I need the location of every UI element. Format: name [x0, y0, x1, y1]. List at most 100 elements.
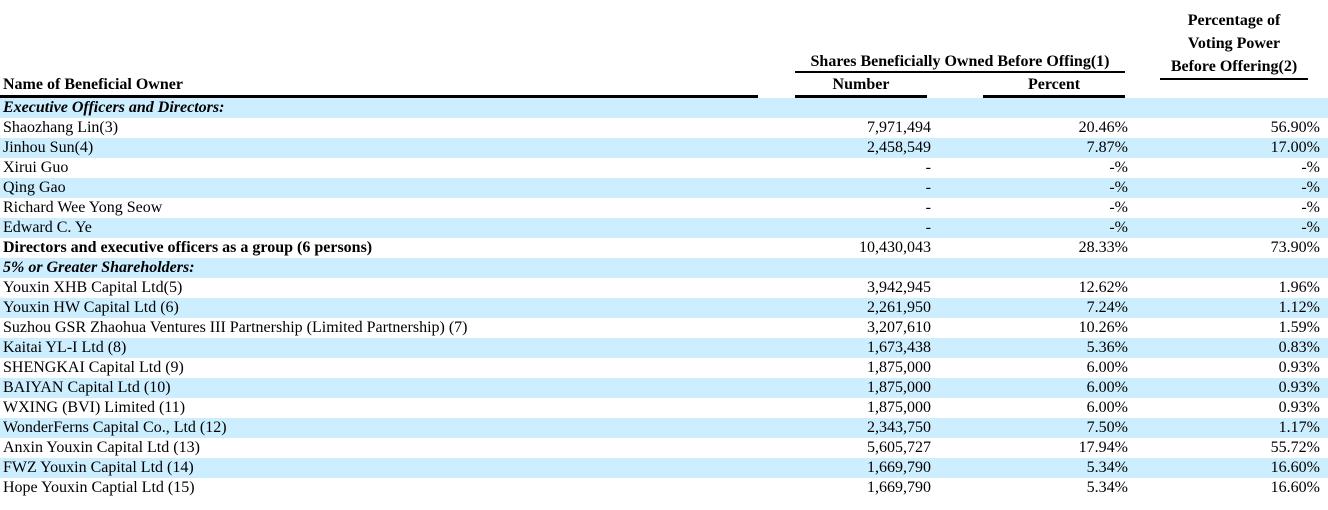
- shares-percent-cell: 5.34%: [1086, 479, 1128, 496]
- owner-name-cell: Edward C. Ye: [3, 219, 92, 236]
- shares-percent-cell: -%: [1109, 199, 1128, 216]
- shares-group-header: Shares Beneficially Owned Before Offing(…: [795, 52, 1125, 73]
- table-row: Hope Youxin Captial Ltd (15) 1,669,790 5…: [0, 478, 1328, 498]
- owner-name-cell: WXING (BVI) Limited (11): [3, 399, 186, 416]
- voting-header-line3: Before Offering(2): [1160, 55, 1308, 80]
- owner-name-cell: Executive Officers and Directors:: [3, 99, 225, 116]
- owner-name-cell: WonderFerns Capital Co., Ltd (12): [3, 419, 227, 436]
- voting-power-cell: -%: [1301, 179, 1320, 196]
- table-row: Executive Officers and Directors:: [0, 98, 1328, 118]
- number-column-header: Number: [795, 75, 927, 98]
- ownership-table-body: Executive Officers and Directors: Shaozh…: [0, 98, 1328, 498]
- shares-percent-cell: -%: [1109, 179, 1128, 196]
- table-header: Name of Beneficial Owner Shares Benefici…: [0, 0, 1328, 98]
- voting-header-line2: Voting Power: [1187, 35, 1281, 52]
- voting-power-column-header: Percentage of Voting Power Before Offeri…: [1160, 9, 1308, 80]
- owner-name-cell: Anxin Youxin Capital Ltd (13): [3, 439, 200, 456]
- voting-power-cell: 0.93%: [1278, 399, 1320, 416]
- voting-power-cell: 0.93%: [1278, 359, 1320, 376]
- voting-power-cell: 1.12%: [1278, 299, 1320, 316]
- owner-name-cell: 5% or Greater Shareholders:: [3, 259, 195, 276]
- shares-number-cell: 2,343,750: [867, 419, 931, 436]
- voting-header-line1: Percentage of: [1187, 12, 1281, 29]
- shares-percent-cell: 5.34%: [1086, 459, 1128, 476]
- voting-power-cell: 17.00%: [1270, 139, 1320, 156]
- table-row: Youxin HW Capital Ltd (6) 2,261,950 7.24…: [0, 298, 1328, 318]
- shares-number-cell: 2,261,950: [867, 299, 931, 316]
- percent-column-header: Percent: [983, 75, 1125, 98]
- voting-power-cell: [1128, 258, 1328, 278]
- shares-number-cell: 1,875,000: [867, 399, 931, 416]
- table-row: Directors and executive officers as a gr…: [0, 238, 1328, 258]
- table-row: Xirui Guo - -% -%: [0, 158, 1328, 178]
- name-column-header: Name of Beneficial Owner: [0, 75, 758, 98]
- shares-percent-cell: 6.00%: [1086, 379, 1128, 396]
- table-row: Qing Gao - -% -%: [0, 178, 1328, 198]
- shares-percent-cell: -%: [1109, 159, 1128, 176]
- table-row: Anxin Youxin Capital Ltd (13) 5,605,727 …: [0, 438, 1328, 458]
- shares-percent-cell: 7.50%: [1086, 419, 1128, 436]
- owner-name-cell: Xirui Guo: [3, 159, 69, 176]
- owner-name-cell: BAIYAN Capital Ltd (10): [3, 379, 171, 396]
- table-row: SHENGKAI Capital Ltd (9) 1,875,000 6.00%…: [0, 358, 1328, 378]
- owner-name-cell: Directors and executive officers as a gr…: [3, 239, 373, 256]
- owner-name-cell: Qing Gao: [3, 179, 66, 196]
- table-row: Kaitai YL-I Ltd (8) 1,673,438 5.36% 0.83…: [0, 338, 1328, 358]
- table-row: 5% or Greater Shareholders:: [0, 258, 1328, 278]
- table-row: Suzhou GSR Zhaohua Ventures III Partners…: [0, 318, 1328, 338]
- owner-name-cell: Youxin HW Capital Ltd (6): [3, 299, 179, 316]
- shares-percent-cell: 5.36%: [1086, 339, 1128, 356]
- voting-power-cell: 0.83%: [1278, 339, 1320, 356]
- shares-percent-cell: 28.33%: [1078, 239, 1128, 256]
- table-row: Youxin XHB Capital Ltd(5) 3,942,945 12.6…: [0, 278, 1328, 298]
- table-row: FWZ Youxin Capital Ltd (14) 1,669,790 5.…: [0, 458, 1328, 478]
- owner-name-cell: Hope Youxin Captial Ltd (15): [3, 479, 195, 496]
- shares-number-cell: 1,875,000: [867, 359, 931, 376]
- shares-number-cell: -: [925, 179, 931, 196]
- shares-percent-cell: 17.94%: [1078, 439, 1128, 456]
- table-row: Richard Wee Yong Seow - -% -%: [0, 198, 1328, 218]
- shares-number-cell: 1,669,790: [867, 459, 931, 476]
- table-row: Shaozhang Lin(3) 7,971,494 20.46% 56.90%: [0, 118, 1328, 138]
- voting-power-cell: 1.17%: [1278, 419, 1320, 436]
- shares-number-cell: 10,430,043: [859, 239, 931, 256]
- shares-percent-cell: [931, 258, 1128, 278]
- shares-percent-cell: 20.46%: [1078, 119, 1128, 136]
- owner-name-cell: Suzhou GSR Zhaohua Ventures III Partners…: [3, 319, 468, 336]
- shares-percent-cell: -%: [1109, 219, 1128, 236]
- shares-number-cell: 3,207,610: [867, 319, 931, 336]
- shares-percent-cell: 6.00%: [1086, 359, 1128, 376]
- voting-power-cell: 1.96%: [1278, 279, 1320, 296]
- shares-percent-cell: 7.24%: [1086, 299, 1128, 316]
- owner-name-cell: Youxin XHB Capital Ltd(5): [3, 279, 183, 296]
- shares-number-cell: -: [925, 199, 931, 216]
- voting-power-cell: 1.59%: [1278, 319, 1320, 336]
- voting-power-cell: [1128, 98, 1328, 118]
- owner-name-cell: Jinhou Sun(4): [3, 139, 94, 156]
- voting-power-cell: 55.72%: [1270, 439, 1320, 456]
- shares-number-cell: 7,971,494: [867, 119, 931, 136]
- voting-power-cell: 56.90%: [1270, 119, 1320, 136]
- shares-number-cell: 1,673,438: [867, 339, 931, 356]
- shares-percent-cell: 10.26%: [1078, 319, 1128, 336]
- shares-number-cell: [761, 98, 931, 118]
- voting-power-cell: -%: [1301, 219, 1320, 236]
- shares-number-cell: 5,605,727: [867, 439, 931, 456]
- shares-percent-cell: 7.87%: [1086, 139, 1128, 156]
- voting-power-cell: -%: [1301, 199, 1320, 216]
- table-row: Edward C. Ye - -% -%: [0, 218, 1328, 238]
- voting-power-cell: 0.93%: [1278, 379, 1320, 396]
- shares-number-cell: -: [925, 219, 931, 236]
- voting-power-cell: 16.60%: [1270, 479, 1320, 496]
- shares-number-cell: 3,942,945: [867, 279, 931, 296]
- owner-name-cell: SHENGKAI Capital Ltd (9): [3, 359, 184, 376]
- shares-number-cell: 1,669,790: [867, 479, 931, 496]
- owner-name-cell: Richard Wee Yong Seow: [3, 199, 163, 216]
- table-row: BAIYAN Capital Ltd (10) 1,875,000 6.00% …: [0, 378, 1328, 398]
- owner-name-cell: FWZ Youxin Capital Ltd (14): [3, 459, 194, 476]
- shares-number-cell: [761, 258, 931, 278]
- voting-power-cell: 16.60%: [1270, 459, 1320, 476]
- shares-number-cell: 2,458,549: [867, 139, 931, 156]
- shares-percent-cell: [931, 98, 1128, 118]
